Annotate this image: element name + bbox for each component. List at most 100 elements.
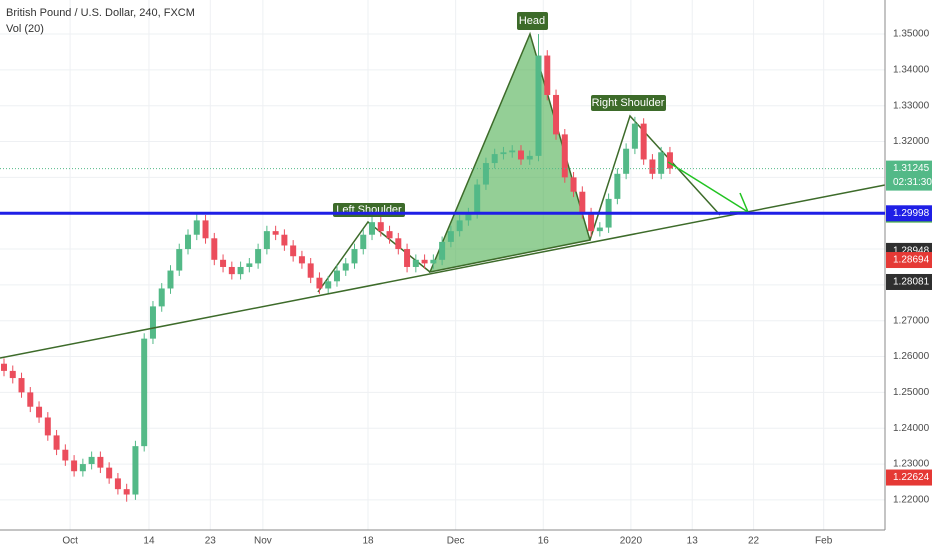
- candle-body: [623, 148, 630, 174]
- candle-body: [281, 234, 288, 246]
- candle-body: [71, 460, 78, 472]
- candle-body: [456, 220, 463, 232]
- candle-body: [27, 392, 34, 407]
- candle-body: [666, 152, 673, 169]
- candle-body: [439, 241, 446, 260]
- x-tick-label: 16: [538, 536, 550, 547]
- annotation-box: [591, 95, 666, 111]
- candle-body: [369, 222, 376, 235]
- candle-body: [298, 256, 305, 264]
- candle-body: [202, 220, 209, 239]
- candle-body: [553, 94, 560, 135]
- chart-subtitle: Vol (20): [6, 23, 44, 35]
- candle-body: [53, 435, 60, 450]
- candles: [1, 34, 673, 502]
- x-tick-label: 18: [362, 536, 374, 547]
- x-tick-label: 23: [205, 536, 217, 547]
- x-tick-label: 22: [748, 536, 760, 547]
- candle-body: [237, 266, 244, 275]
- candle-body: [474, 184, 481, 214]
- candle-body: [185, 234, 192, 250]
- candle-body: [588, 213, 595, 232]
- x-tick-label: Oct: [62, 536, 78, 547]
- axis-labels: 1.22000 1.23000 1.24000 1.25000 1.26000 1.270…: [62, 29, 929, 547]
- candle-body: [263, 231, 270, 250]
- y-tick-label: 1.22000: [893, 495, 930, 506]
- candle-body: [526, 155, 533, 160]
- y-tick-label: 1.33000: [893, 100, 930, 111]
- price-tag: [886, 469, 932, 486]
- candle-body: [211, 238, 218, 260]
- price-tag-label: 1.22624: [893, 472, 930, 483]
- y-tick-label: 1.32000: [893, 136, 930, 147]
- price-tag: [886, 252, 932, 269]
- candle-body: [658, 152, 665, 174]
- candle-body: [18, 378, 25, 393]
- candle-body: [167, 270, 174, 289]
- candle-body: [106, 467, 113, 479]
- candle-body: [149, 306, 156, 339]
- candle-body: [62, 449, 69, 461]
- countdown: 02:31:30: [893, 177, 932, 188]
- candle-body: [88, 456, 95, 465]
- candle-body: [482, 163, 489, 185]
- price-tag: [886, 160, 932, 191]
- candle-body: [36, 406, 43, 418]
- candle-body: [631, 123, 638, 149]
- candle-body: [570, 177, 577, 192]
- candle-body: [228, 266, 235, 275]
- price-tag: [886, 273, 932, 290]
- trendline: [0, 184, 886, 359]
- price-tag-label: 1.28948: [893, 246, 930, 257]
- candle-body: [377, 222, 384, 232]
- candle-body: [176, 249, 183, 271]
- projection-arrow: [667, 161, 749, 213]
- grid: [0, 0, 885, 530]
- candle-body: [325, 281, 332, 289]
- candle-body: [596, 227, 603, 232]
- candle-body: [447, 231, 454, 242]
- candle-body: [395, 238, 402, 250]
- candle-body: [272, 231, 279, 235]
- candle-body: [342, 263, 349, 271]
- candle-body: [360, 234, 367, 250]
- price-tag-label: 1.28694: [893, 255, 930, 266]
- candle-body: [421, 259, 428, 264]
- candle-body: [509, 150, 516, 153]
- y-tick-label: 1.23000: [893, 459, 930, 470]
- x-tick-label: Feb: [815, 536, 833, 547]
- candle-body: [412, 259, 419, 267]
- x-tick-label: 2020: [620, 536, 643, 547]
- candle-body: [430, 259, 437, 264]
- candle-body: [132, 446, 139, 495]
- x-tick-label: Nov: [254, 536, 272, 547]
- candle-body: [193, 220, 200, 235]
- candle-body: [517, 150, 524, 160]
- candle-body: [97, 456, 104, 468]
- y-tick-label: 1.25000: [893, 387, 930, 398]
- x-tick-label: 14: [143, 536, 155, 547]
- candle-body: [290, 245, 297, 257]
- candle-body: [535, 55, 542, 156]
- price-tag: [886, 205, 932, 222]
- candle-body: [579, 191, 586, 214]
- y-tick-label: 1.27000: [893, 315, 930, 326]
- candle-body: [114, 478, 121, 490]
- candle-body: [44, 417, 51, 436]
- y-tick-label: 1.26000: [893, 351, 930, 362]
- annotation: Head: [519, 15, 545, 27]
- candle-body: [544, 55, 551, 95]
- candle-body: [333, 270, 340, 282]
- candle-body: [79, 464, 86, 472]
- y-tick-label: 1.34000: [893, 65, 930, 76]
- candle-body: [561, 134, 568, 178]
- candle-body: [649, 159, 656, 174]
- candle-body: [500, 152, 507, 155]
- candle-body: [491, 154, 498, 164]
- candle-body: [614, 173, 621, 199]
- x-tick-label: Dec: [447, 536, 465, 547]
- chart-title: British Pound / U.S. Dollar, 240, FXCM: [6, 7, 195, 19]
- y-tick-label: 1.24000: [893, 423, 930, 434]
